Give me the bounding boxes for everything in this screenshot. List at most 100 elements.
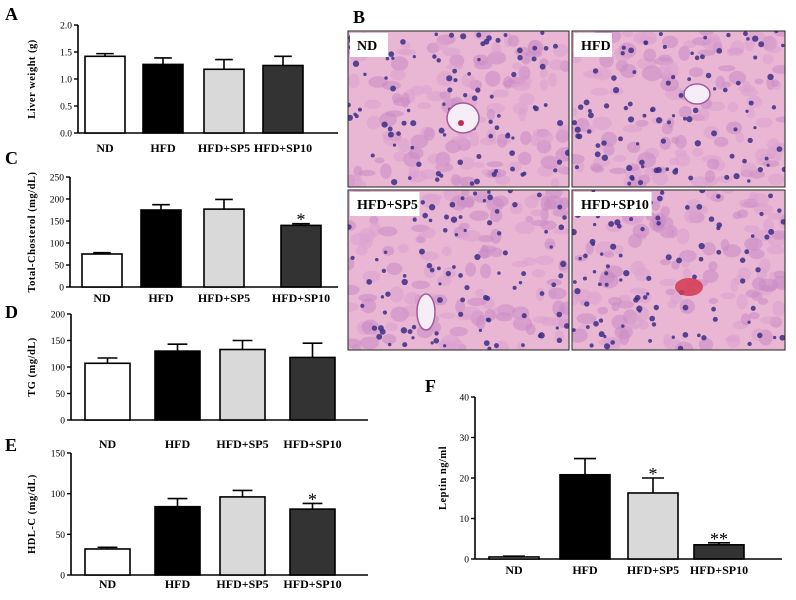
category-label: HFD+SP10 [272,291,330,305]
category-label: ND [93,291,111,305]
histology-label-box [350,192,420,216]
y-tick-label: 50 [55,262,65,272]
y-tick-label: 100 [51,364,66,374]
y-tick-label: 0 [59,284,64,294]
y-tick-label: 2.0 [60,22,72,32]
bar-E-ND [84,548,131,576]
chart-panels: A 0.0 0.5 1.0 1.5 2.0 Liver weight (g) ND HFD HFD… [5,4,782,591]
category-label: HFD [148,291,174,305]
bar-E-HFD+SP5 [219,496,266,576]
bar-D-HFD [154,350,201,421]
y-axis-label-C: Total-Chosterol (mg/dL) [27,172,38,293]
y-tick-label: 0 [60,417,65,427]
category-label: HFD [150,141,176,155]
histology-label: HFD+SP10 [581,198,649,213]
category-label: HFD+SP10 [690,563,748,577]
y-tick-label: 100 [51,490,66,500]
histology-label: HFD [581,39,611,54]
histology-label-box [574,33,612,57]
chart-panel-F: F 0 10 20 30 40 Leptin ng/ml ND HFD * HFD+SP5 ** HFD… [425,376,782,577]
bar-F-HFD+SP10 [693,544,745,560]
bar-F-HFD [559,473,611,560]
y-tick-label: 0.5 [60,103,72,113]
category-label: HFD [572,563,598,577]
histology-image-ND: ND [347,30,570,188]
bar-E-HFD+SP10 [289,508,336,576]
bar-F-HFD+SP5 [627,492,679,560]
category-label: HFD+SP5 [216,437,268,451]
y-tick-label: 200 [51,311,66,321]
bar-C-HFD [140,209,182,288]
y-tick-label: 200 [50,196,65,206]
y-tick-label: 0.0 [60,130,72,140]
y-tick-label: 150 [51,337,66,347]
y-tick-label: 250 [50,174,65,184]
bar-A-HFD+SP5 [203,68,245,134]
panel-label-A: A [5,4,18,24]
significance-marker: * [297,210,306,230]
category-label: HFD+SP10 [283,577,341,591]
category-label: HFD [165,577,191,591]
panel-label-D: D [5,302,18,322]
y-tick-label: 50 [56,390,66,400]
panel-label-F: F [425,376,436,396]
chart-panel-A: A 0.0 0.5 1.0 1.5 2.0 Liver weight (g) ND HFD HFD… [5,4,338,155]
chart-panel-C: C 0 50 100 150 200 250 Total-Chosterol (mg/dL) N… [5,148,338,305]
y-axis-label-E: HDL-C (mg/dL) [27,474,38,554]
y-tick-label: 1.5 [60,49,72,59]
category-label: ND [505,563,523,577]
category-label: HFD+SP5 [216,577,268,591]
category-label: HFD+SP10 [283,437,341,451]
category-label: HFD+SP5 [198,291,250,305]
y-axis-label-F: Leptin ng/ml [438,446,449,510]
significance-marker: * [308,489,317,509]
bar-A-HFD+SP10 [262,64,304,134]
histology-image-HFD+SP5: HFD+SP5 [347,189,570,351]
histology-panel: B ND HFD HFD+SP5 HFD+SP10 [347,7,786,351]
category-label: HFD+SP5 [627,563,679,577]
histology-label-box [574,192,652,216]
histology-label: ND [357,39,377,54]
y-axis-label-A: Liver weight (g) [27,39,38,119]
chart-panel-E: E 0 50 100 150 HDL-C (mg/dL) ND HFD HFD+SP5 * HFD+… [5,435,368,591]
y-tick-label: 0 [464,556,469,566]
bar-D-HFD+SP10 [289,356,336,421]
y-tick-label: 1.0 [60,76,72,86]
significance-marker: * [649,464,658,484]
y-axis-label-D: TG (mg/dL) [27,337,38,397]
y-tick-label: 30 [460,434,470,444]
bar-C-HFD+SP5 [203,208,245,288]
y-tick-label: 0 [60,572,65,582]
histology-label: HFD+SP5 [357,198,418,213]
chart-panel-D: D 0 50 100 150 200 TG (mg/dL) ND HFD HFD+SP5 HFD+S… [5,302,368,451]
y-tick-label: 40 [460,394,470,404]
bar-D-HFD+SP5 [219,348,266,421]
significance-marker: ** [710,529,728,549]
bar-C-HFD+SP10 [280,224,322,288]
bar-C-ND [81,253,123,288]
y-tick-label: 100 [50,240,65,250]
panel-label-E: E [5,435,17,455]
category-label: HFD+SP5 [198,141,250,155]
bar-F-ND [488,556,540,560]
bar-D-ND [84,362,131,421]
y-tick-label: 150 [51,450,66,460]
bar-A-ND [84,55,126,134]
panel-label-B: B [353,7,365,27]
y-tick-label: 50 [56,531,66,541]
bar-A-HFD [142,63,184,134]
category-label: ND [96,141,114,155]
y-tick-label: 20 [460,475,470,485]
bar-E-HFD [154,505,201,576]
histology-label-box [350,33,388,57]
category-label: HFD [165,437,191,451]
category-label: HFD+SP10 [254,141,312,155]
histology-image-HFD: HFD [571,30,786,188]
y-tick-label: 10 [460,515,470,525]
category-label: ND [99,437,117,451]
panel-label-C: C [5,148,18,168]
histology-image-HFD+SP10: HFD+SP10 [571,189,786,351]
category-label: ND [99,577,117,591]
y-tick-label: 150 [50,218,65,228]
